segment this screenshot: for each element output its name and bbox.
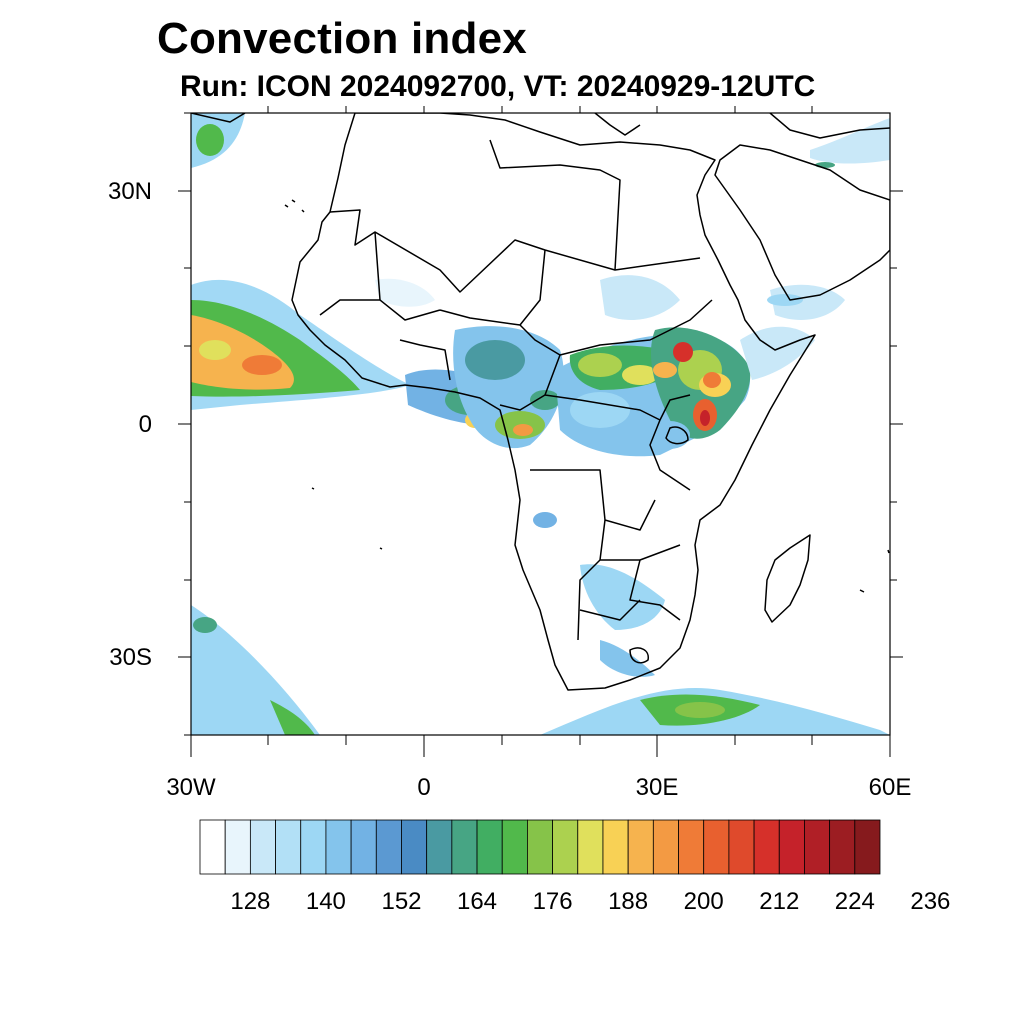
- colorbar-swatch: [224, 819, 251, 875]
- colorbar-swatch: [476, 819, 503, 875]
- africa-coastline: [291, 113, 816, 691]
- colorbar: [199, 819, 881, 875]
- coastlines: [191, 113, 890, 691]
- colorbar-swatch: [527, 819, 553, 875]
- colorbar-labels: 128 140 152 164 176 188 200 212 224 236: [0, 888, 1024, 922]
- atlantic-itcz-peak: [242, 355, 282, 375]
- x-tick-label-60e: 60E: [868, 774, 912, 801]
- colorbar-tick-label: 212: [759, 888, 800, 915]
- south-africa-band: [580, 564, 665, 630]
- colorbar-swatch: [577, 819, 604, 875]
- country-borders: [319, 139, 713, 641]
- colorbar-swatch: [325, 819, 352, 875]
- madagascar: [764, 534, 811, 623]
- colorbar-swatch: [627, 819, 654, 875]
- axis-ticks: [178, 106, 903, 757]
- colorbar-tick-label: 188: [608, 888, 649, 915]
- colorbar-swatch: [350, 819, 377, 875]
- colorbar-swatch: [703, 819, 730, 875]
- colorbar-swatch: [552, 819, 579, 875]
- convection-field: [191, 113, 890, 735]
- x-tick-label-30e: 30E: [635, 774, 679, 801]
- colorbar-swatch: [501, 819, 528, 875]
- colorbar-tick-label: 128: [230, 888, 271, 915]
- colorbar-swatch: [728, 819, 755, 875]
- colorbar-swatch: [829, 819, 856, 875]
- colorbar-swatch: [375, 819, 402, 875]
- colorbar-swatch: [300, 819, 327, 875]
- chart-title: Convection index: [157, 14, 527, 63]
- colorbar-swatch: [602, 819, 629, 875]
- east-africa-maximum: [673, 342, 693, 362]
- colorbar-tick-label: 176: [532, 888, 573, 915]
- colorbar-swatch: [401, 819, 428, 875]
- y-tick-label-30n: 30N: [107, 178, 152, 205]
- colorbar-swatch: [426, 819, 453, 875]
- x-tick-label-0: 0: [417, 774, 431, 801]
- arabian-peninsula: [714, 144, 890, 301]
- colorbar-swatch: [249, 819, 276, 875]
- colorbar-swatch: [753, 819, 780, 875]
- arabian-sea-band: [810, 118, 890, 164]
- colorbar-swatch: [854, 819, 881, 875]
- colorbar-tick-label: 164: [456, 888, 498, 915]
- y-tick-label-0: 0: [138, 411, 152, 438]
- south-atlantic-band: [191, 605, 320, 735]
- colorbar-swatch: [451, 819, 478, 875]
- colorbar-tick-label: 200: [683, 888, 724, 915]
- colorbar-tick-label: 224: [834, 888, 875, 915]
- chart-subtitle: Run: ICON 2024092700, VT: 20240929-12UTC: [180, 70, 816, 103]
- colorbar-swatch: [652, 819, 679, 875]
- colorbar-swatch: [678, 819, 705, 875]
- colorbar-swatch: [804, 819, 831, 875]
- y-tick-label-30s: 30S: [109, 644, 152, 671]
- colorbar-swatch: [275, 819, 302, 875]
- colorbar-swatch: [199, 819, 226, 875]
- colorbar-tick-label: 236: [910, 888, 951, 915]
- colorbar-tick-label: 152: [381, 888, 422, 915]
- x-tick-label-30w: 30W: [166, 774, 216, 801]
- colorbar-swatch: [778, 819, 805, 875]
- colorbar-tick-label: 140: [305, 888, 346, 915]
